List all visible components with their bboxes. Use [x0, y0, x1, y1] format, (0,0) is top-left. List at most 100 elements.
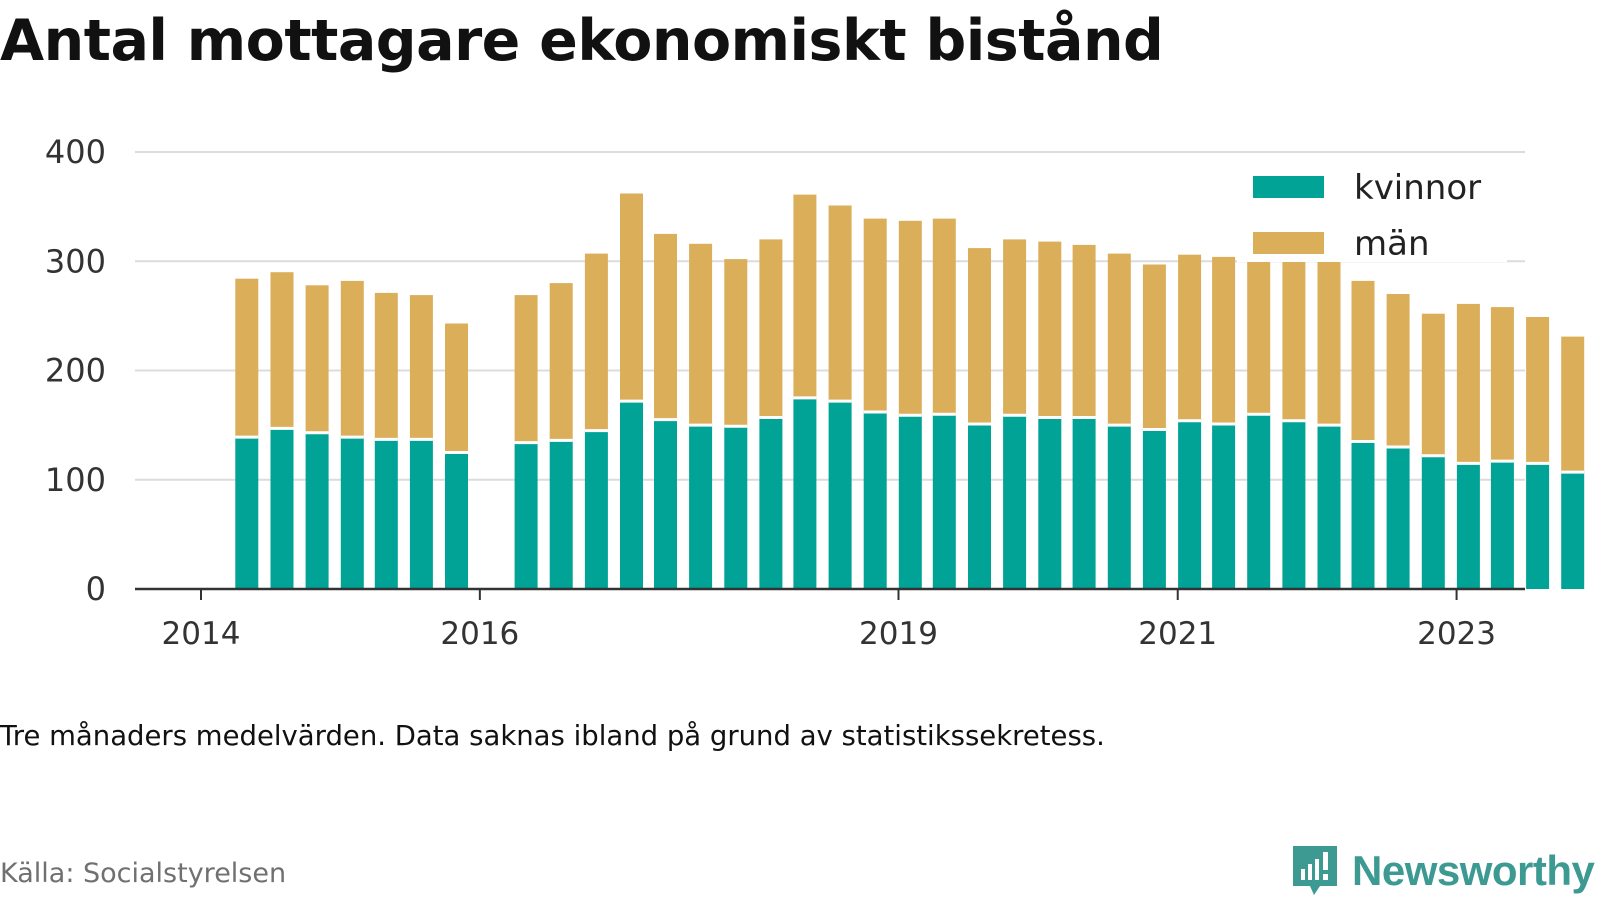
legend: kvinnor män: [1237, 160, 1507, 264]
bar-män: [654, 233, 677, 420]
bar-män: [968, 248, 991, 424]
legend-swatch-kvinnor: [1253, 176, 1324, 198]
x-tick-label: 2021: [1138, 616, 1217, 652]
bar-män: [828, 205, 852, 402]
source-credit: Källa: Socialstyrelsen: [0, 858, 287, 889]
bar-män: [689, 243, 713, 426]
bar-kvinnor: [793, 397, 817, 589]
bar-kvinnor: [305, 432, 329, 589]
bar-män: [1561, 336, 1585, 473]
bar-män: [620, 193, 643, 402]
bar-kvinnor: [445, 452, 468, 589]
bar-kvinnor: [514, 442, 538, 589]
bar-kvinnor: [1561, 472, 1585, 589]
bar-män: [932, 218, 956, 415]
bar-kvinnor: [724, 426, 748, 589]
bar-kvinnor: [863, 412, 887, 589]
y-tick-label: 200: [45, 352, 106, 390]
bar-män: [549, 283, 573, 441]
bar-kvinnor: [1351, 441, 1375, 589]
bar-män: [1351, 280, 1375, 442]
bar-män: [514, 295, 538, 443]
bar-kvinnor: [374, 439, 398, 589]
bar-män: [1072, 244, 1096, 418]
bar-män: [1421, 313, 1445, 456]
bar-män: [340, 280, 364, 438]
bar-kvinnor: [584, 430, 608, 589]
bar-män: [793, 194, 817, 398]
bar-män: [1282, 261, 1306, 421]
bar-kvinnor: [620, 401, 643, 589]
bar-män: [1317, 261, 1341, 426]
bar-kvinnor: [1282, 420, 1306, 589]
bar-kvinnor: [968, 424, 991, 589]
bar-män: [724, 259, 748, 427]
x-tick-label: 2014: [162, 616, 241, 652]
bar-kvinnor: [235, 437, 259, 589]
bar-kvinnor: [1526, 463, 1550, 589]
bar-män: [1386, 294, 1410, 447]
legend-label-män: män: [1354, 224, 1430, 264]
bar-kvinnor: [1003, 415, 1027, 589]
bar-kvinnor: [1038, 417, 1062, 589]
bar-män: [898, 220, 922, 416]
chart-note: Tre månaders medelvärden. Data saknas ib…: [0, 720, 1105, 752]
bar-män: [305, 285, 329, 433]
bar-kvinnor: [270, 428, 294, 589]
bar-män: [1178, 254, 1202, 421]
bars: [235, 193, 1585, 589]
bar-kvinnor: [759, 417, 783, 589]
bar-män: [409, 295, 433, 440]
x-tick-label: 2019: [859, 616, 938, 652]
bar-män: [863, 218, 887, 412]
y-tick-label: 400: [45, 133, 106, 171]
bar-kvinnor: [932, 414, 956, 589]
bar-kvinnor: [1386, 447, 1410, 589]
legend-swatch-män: [1253, 232, 1324, 254]
chart-title: Antal mottagare ekonomiskt bistånd: [0, 8, 1164, 74]
bar-kvinnor: [1072, 417, 1096, 589]
x-tick-label: 2016: [440, 616, 519, 652]
bar-kvinnor: [1107, 425, 1131, 589]
bar-män: [1003, 239, 1027, 416]
bar-kvinnor: [654, 419, 677, 589]
y-tick-label: 100: [45, 461, 106, 499]
bar-kvinnor: [1212, 424, 1236, 589]
bar-män: [1038, 241, 1062, 418]
x-axis-ticks: 2014 2016 2019 2021 2023: [162, 589, 1496, 652]
y-tick-label: 0: [86, 570, 106, 608]
bar-män: [759, 239, 783, 418]
bar-män: [1212, 256, 1236, 425]
bar-kvinnor: [1456, 463, 1480, 589]
bar-män: [1526, 317, 1550, 464]
bar-kvinnor: [1421, 455, 1445, 589]
bar-kvinnor: [1142, 429, 1166, 589]
bar-män: [1247, 254, 1271, 415]
bar-män: [1142, 264, 1166, 430]
bar-kvinnor: [828, 401, 852, 589]
brand-name: Newsworthy: [1352, 847, 1595, 894]
y-axis-ticks: 0 100 200 300 400: [45, 133, 106, 608]
bar-kvinnor: [1247, 414, 1271, 589]
bar-män: [235, 278, 259, 438]
bar-män: [270, 272, 294, 429]
y-tick-label: 300: [45, 242, 106, 280]
bar-män: [1490, 307, 1514, 462]
bar-chart-speech-icon: [1293, 846, 1337, 895]
bar-män: [1456, 303, 1480, 464]
bar-kvinnor: [1490, 461, 1514, 589]
x-tick-label: 2023: [1417, 616, 1496, 652]
bar-kvinnor: [898, 415, 922, 589]
bar-kvinnor: [340, 437, 364, 589]
bar-kvinnor: [549, 440, 573, 589]
bar-kvinnor: [689, 425, 713, 589]
bar-män: [584, 253, 608, 431]
newsworthy-logo: Newsworthy: [1290, 843, 1595, 899]
bar-män: [445, 323, 468, 453]
bar-kvinnor: [409, 439, 433, 589]
bar-kvinnor: [1178, 420, 1202, 589]
bar-män: [374, 292, 398, 440]
bar-kvinnor: [1317, 425, 1341, 589]
legend-label-kvinnor: kvinnor: [1354, 168, 1481, 208]
